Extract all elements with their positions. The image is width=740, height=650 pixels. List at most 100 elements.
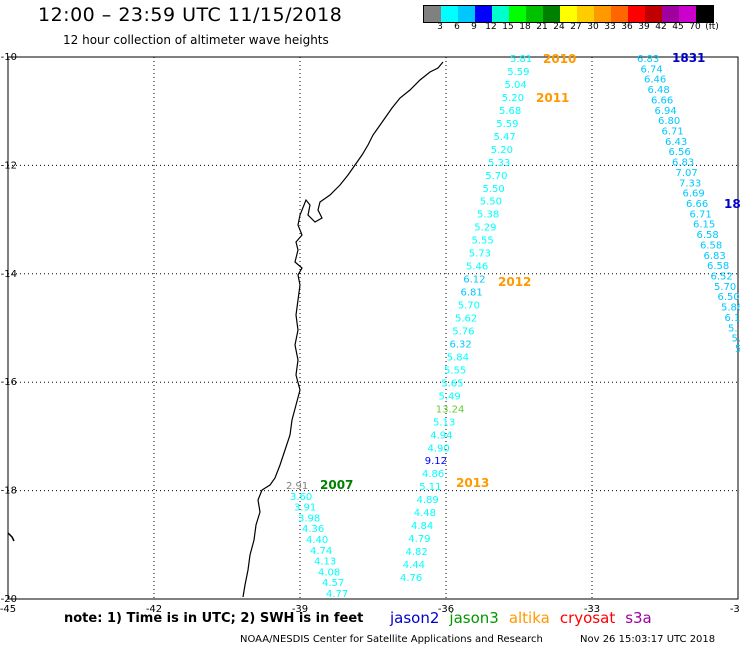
colorbar-swatch xyxy=(662,6,679,22)
colorbar-label: 24 xyxy=(553,22,565,32)
swh-value: 5.50 xyxy=(480,197,502,208)
colorbar-label: 36 xyxy=(621,22,633,32)
swh-value: 5.84 xyxy=(447,352,469,363)
swh-value: 5.86 xyxy=(721,303,740,314)
y-tick-label: -20 xyxy=(1,594,17,605)
legend-item-altika: altika xyxy=(508,609,550,627)
map-grid xyxy=(8,57,738,599)
track-1831: 6.836.746.466.486.666.946.806.716.436.56… xyxy=(637,54,740,355)
x-tick-label: -33 xyxy=(584,604,600,615)
colorbar-label: 9 xyxy=(471,22,477,32)
colorbar-label: 12 xyxy=(485,22,497,32)
y-tick-label: -16 xyxy=(1,377,17,388)
colorbar-swatch xyxy=(475,6,492,22)
swh-value: 5.73 xyxy=(469,249,491,260)
swh-value: 13.24 xyxy=(436,404,465,415)
colorbar-swatch xyxy=(611,6,628,22)
swh-value: 6.46 xyxy=(644,75,666,86)
swh-value: 4.82 xyxy=(406,547,428,558)
swh-value: 4.44 xyxy=(403,560,425,571)
y-tick-label: -14 xyxy=(1,269,17,280)
colorbar xyxy=(423,5,714,23)
swh-value: 2.91 xyxy=(286,481,308,492)
satellite-legend: jason2 jason3 altika cryosat s3a xyxy=(390,609,662,627)
colorbar-labels: 3 6 9 12 15 18 21 24 27 30 33 36 39 42 45 70 (ft) xyxy=(423,22,740,36)
y-tick-label: -10 xyxy=(1,52,17,63)
legend-item-jason3: jason3 xyxy=(449,609,499,627)
generated-timestamp: Nov 26 15:03:17 UTC 2018 xyxy=(580,634,716,645)
swh-value: 5.47 xyxy=(494,132,516,143)
colorbar-label: 42 xyxy=(655,22,667,32)
swh-value: 6.80 xyxy=(658,116,680,127)
swh-value: 4.48 xyxy=(414,508,436,519)
colorbar-swatch xyxy=(560,6,577,22)
swh-value: 6.66 xyxy=(651,95,673,106)
swh-value: 5.11 xyxy=(419,482,441,493)
colorbar-swatch xyxy=(594,6,611,22)
swh-value: 6.58 xyxy=(700,240,722,251)
colorbar-swatch xyxy=(577,6,594,22)
swh-value: 6.58 xyxy=(707,261,729,272)
swh-value: 6.83 xyxy=(637,54,659,65)
swh-value: 9.12 xyxy=(425,456,447,467)
pass-label: 1831 xyxy=(672,51,705,65)
swh-value: 4.36 xyxy=(302,524,324,535)
colorbar-label: 21 xyxy=(536,22,548,32)
colorbar-swatch xyxy=(645,6,662,22)
colorbar-swatch xyxy=(424,6,441,22)
swh-value: 3.91 xyxy=(294,503,316,514)
swh-value: 6.12 xyxy=(463,275,485,286)
y-tick-label: -18 xyxy=(1,486,17,497)
swh-value: 5.29 xyxy=(474,223,496,234)
swh-value: 5.70 xyxy=(485,171,507,182)
swh-value: 5.81 xyxy=(510,54,532,65)
swh-value: 6.81 xyxy=(461,288,483,299)
pass-label: 2012 xyxy=(498,275,531,289)
swh-value: 5.55 xyxy=(444,365,466,376)
swh-value: 5. xyxy=(728,323,738,334)
swh-value: 5.13 xyxy=(433,417,455,428)
swh-value: 6.71 xyxy=(690,209,712,220)
colorbar-swatch xyxy=(441,6,458,22)
swh-value: 6.32 xyxy=(450,339,472,350)
x-tick-label: -45 xyxy=(0,604,16,615)
swh-value: 5.20 xyxy=(502,93,524,104)
pass-label: 2013 xyxy=(456,476,489,490)
swh-value: 6.58 xyxy=(697,230,719,241)
swh-value: 4.89 xyxy=(417,495,439,506)
pass-label: 2011 xyxy=(536,91,569,105)
swh-value: 5 xyxy=(735,344,740,355)
swh-value: 4.57 xyxy=(322,578,344,589)
swh-value: 5.33 xyxy=(488,158,510,169)
legend-item-cryosat: cryosat xyxy=(559,609,616,627)
colorbar-swatch xyxy=(526,6,543,22)
swh-value: 6.74 xyxy=(641,64,663,75)
swh-value: 6.66 xyxy=(686,199,708,210)
pass-label: 2010 xyxy=(543,52,576,66)
note-text: note: 1) Time is in UTC; 2) SWH is in fe… xyxy=(64,611,364,626)
swh-value: 5. xyxy=(732,334,740,345)
swh-value: 4.84 xyxy=(411,521,433,532)
swh-value: 5.59 xyxy=(507,67,529,78)
colorbar-swatch xyxy=(492,6,509,22)
colorbar-label: (ft) xyxy=(705,22,719,32)
swh-value: 6.48 xyxy=(648,85,670,96)
swh-value: 6.43 xyxy=(665,137,687,148)
colorbar-swatch xyxy=(509,6,526,22)
swh-value: 6.1 xyxy=(725,313,740,324)
colorbar-swatch xyxy=(543,6,560,22)
chart-subtitle: 12 hour collection of altimeter wave hei… xyxy=(63,33,329,47)
colorbar-label: 70 xyxy=(689,22,701,32)
swh-value: 4.77 xyxy=(326,589,348,600)
credit-text: NOAA/NESDIS Center for Satellite Applica… xyxy=(240,634,543,645)
swh-value: 4.08 xyxy=(318,567,340,578)
swh-value: 7.33 xyxy=(679,178,701,189)
colorbar-label: 30 xyxy=(587,22,599,32)
legend-item-s3a: s3a xyxy=(625,609,652,627)
colorbar-label: 3 xyxy=(437,22,443,32)
swh-value: 6.50 xyxy=(718,292,740,303)
map-frame xyxy=(7,56,739,600)
track-2010-2013: 5.81 5.59 5.04 5.20 5.68 5.59 5.47 5.20 5.33 5.70… xyxy=(400,54,532,584)
swh-value: 5.59 xyxy=(496,119,518,130)
